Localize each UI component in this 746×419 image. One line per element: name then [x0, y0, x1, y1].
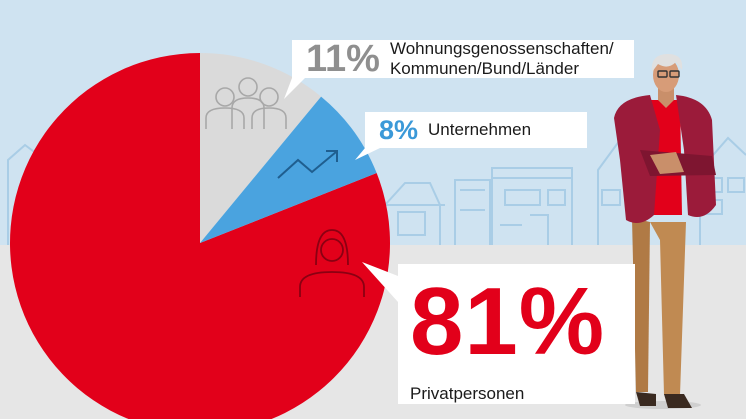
category-label: Unternehmen: [428, 120, 532, 139]
category-label-line: Kommunen/Bund/Länder: [389, 59, 579, 78]
category-label: Privatpersonen: [410, 384, 525, 403]
pie-chart: [10, 53, 390, 419]
house-icon: [699, 136, 746, 245]
house-icon: [491, 167, 573, 245]
callout-privatpersonen: 81% Privatpersonen: [398, 264, 635, 404]
house-outlines: [7, 136, 746, 245]
house-icon: [454, 179, 491, 245]
callout-pointer: [362, 262, 398, 302]
percent-label: 8%: [379, 114, 419, 145]
category-label: Wohnungsgenossenschaften/ Kommunen/Bund/…: [390, 39, 614, 79]
man-illustration: [614, 54, 716, 409]
percent-label: 11%: [306, 38, 380, 80]
pie-slice: [200, 53, 322, 243]
callout-unternehmen: 8% Unternehmen: [365, 112, 587, 148]
pie-slice: [10, 53, 390, 419]
woman-icon: [299, 229, 365, 297]
percent-label: 81%: [410, 268, 606, 375]
group-of-people-icon: [205, 77, 287, 129]
category-label-line: Wohnungsgenossenschaften/: [389, 39, 614, 58]
callout-genossenschaften: 11% Wohnungsgenossenschaften/ Kommunen/B…: [292, 38, 634, 80]
trend-up-icon: [277, 150, 338, 179]
